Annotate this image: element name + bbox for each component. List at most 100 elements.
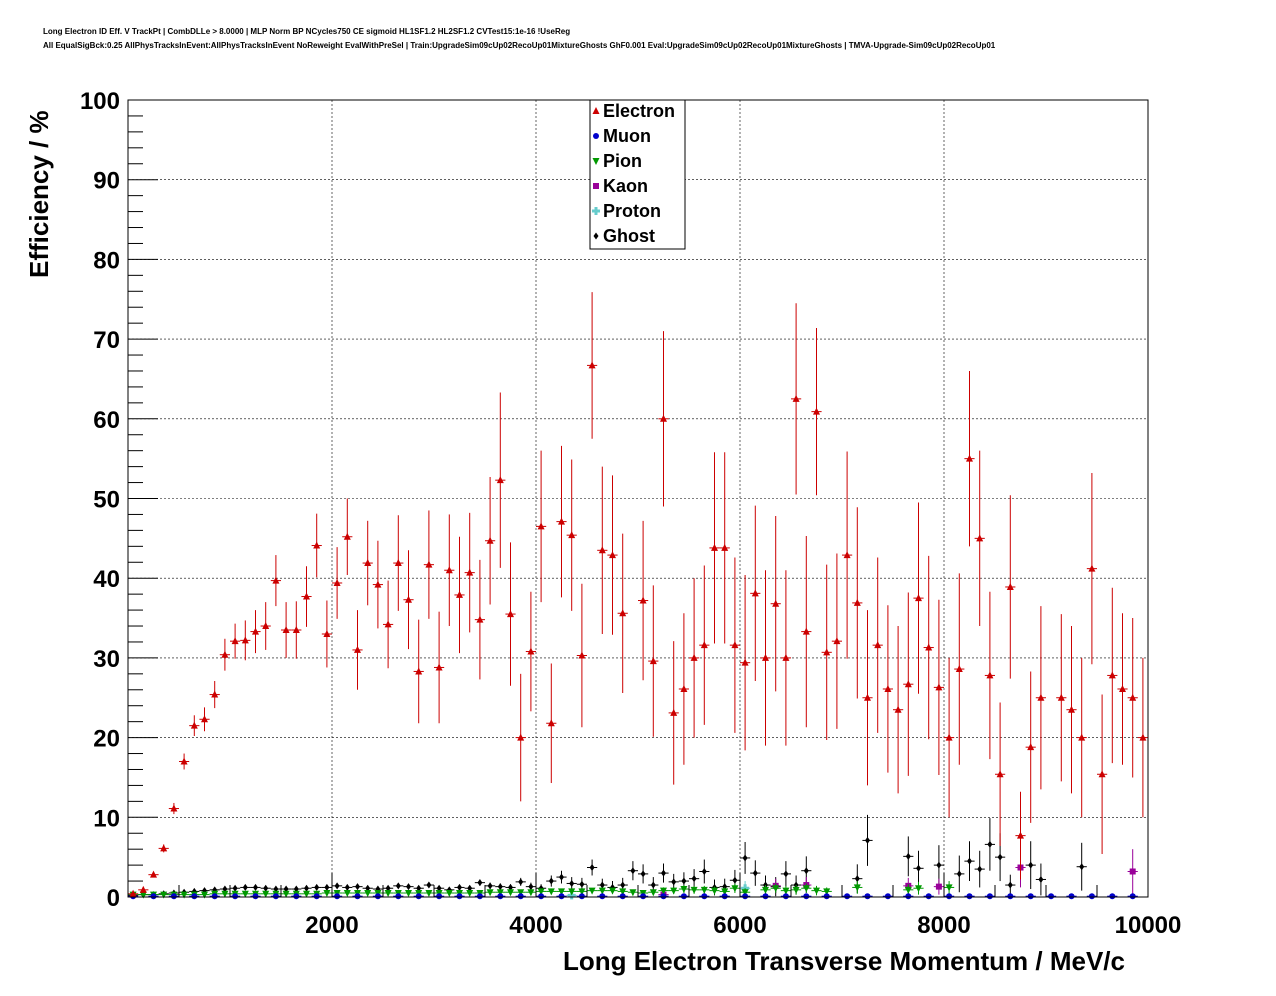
ghost-point: [283, 885, 289, 893]
electron-point: [282, 626, 290, 634]
ghost-point: [569, 879, 575, 887]
ghost-point: [701, 867, 707, 875]
muon-point: [803, 893, 810, 900]
muon-point: [578, 893, 585, 900]
muon-point: [823, 893, 830, 900]
electron-point: [527, 647, 535, 655]
electron-point: [1078, 733, 1086, 741]
electron-point: [1037, 693, 1045, 701]
kaon-point: [935, 883, 942, 890]
electron-point: [262, 622, 270, 630]
legend: Electron Muon Pion Kaon Proton Ghost: [589, 99, 686, 250]
electron-point: [190, 721, 198, 729]
muon-point: [619, 893, 626, 900]
electron-point: [415, 667, 423, 675]
pion-point: [904, 886, 912, 894]
ghost-point: [803, 867, 809, 875]
ghost-point: [263, 884, 269, 892]
pion-point: [221, 890, 229, 898]
ghost-point: [242, 883, 248, 891]
legend-marker-ghost: [593, 232, 599, 240]
pion-point: [323, 890, 331, 898]
ghost-point: [314, 883, 320, 891]
pion-point: [537, 888, 545, 896]
pion-point: [425, 890, 433, 898]
electron-point: [802, 627, 810, 635]
electron-point: [1027, 743, 1035, 751]
ghost-point: [395, 882, 401, 890]
electron-point: [211, 690, 219, 698]
electron-point: [762, 653, 769, 661]
electron-point: [853, 598, 861, 606]
muon-point: [640, 893, 647, 900]
ghost-point: [752, 869, 758, 877]
legend-marker-muon: [593, 133, 599, 139]
pion-point: [711, 887, 718, 895]
electron-point: [221, 650, 229, 658]
ghost-point: [222, 885, 228, 893]
data-points: [128, 292, 1148, 900]
legend-marker-proton: [592, 207, 600, 215]
ghost-point: [854, 875, 860, 883]
ghost-point: [324, 883, 330, 891]
electron-point: [996, 770, 1004, 778]
pion-point: [762, 886, 769, 894]
ghost-point: [640, 870, 646, 878]
ghost-point: [355, 883, 360, 891]
electron-point: [925, 643, 933, 651]
ghost-point: [457, 883, 462, 891]
ghost-point: [548, 877, 554, 885]
ghost-point: [406, 883, 411, 891]
pion-point: [517, 889, 525, 897]
pion-point: [619, 888, 627, 896]
muon-point: [1129, 893, 1136, 900]
legend-label-muon: Muon: [603, 126, 651, 146]
electron-point: [955, 665, 963, 673]
electron-point: [1068, 705, 1075, 713]
pion-point: [741, 889, 749, 897]
pion-point: [486, 889, 494, 897]
electron-point: [384, 620, 392, 628]
y-axis-label: Efficiency / %: [24, 110, 54, 278]
legend-marker-pion: [592, 158, 600, 165]
muon-point: [476, 893, 483, 900]
ghost-point: [508, 883, 513, 891]
pion-point: [731, 885, 739, 893]
pion-point: [813, 887, 820, 895]
electron-point: [1098, 770, 1106, 778]
ghost-point: [691, 875, 697, 883]
ghost-point: [385, 884, 391, 892]
electron-point: [619, 609, 627, 617]
electron-point: [639, 596, 647, 604]
pion-point: [945, 884, 953, 892]
electron-point: [721, 543, 729, 551]
muon-point: [701, 893, 708, 900]
ghost-point: [344, 883, 350, 891]
ghost-point: [650, 881, 656, 889]
ghost-point: [232, 884, 238, 892]
electron-point: [894, 705, 902, 713]
electron-point: [558, 517, 565, 525]
electron-point: [782, 653, 790, 661]
electron-point: [456, 590, 463, 598]
y-tick-label: 20: [93, 726, 120, 753]
electron-point: [394, 559, 402, 567]
electron-point: [751, 589, 759, 597]
electron-point: [690, 653, 698, 661]
muon-point: [374, 893, 381, 900]
electron-point: [711, 543, 718, 551]
muon-point: [293, 893, 300, 900]
muon-point: [456, 893, 463, 900]
muon-point: [1068, 893, 1075, 900]
ghost-point: [987, 840, 993, 848]
ghost-point: [661, 869, 666, 877]
electron-point: [1119, 684, 1126, 692]
ghost-point: [589, 864, 595, 872]
ghost-point: [487, 882, 493, 890]
x-tick-label: 6000: [713, 912, 766, 939]
electron-point: [231, 637, 239, 645]
electron-point: [813, 407, 820, 415]
pion-point: [792, 886, 800, 894]
ghost-point: [722, 883, 728, 891]
series-pion: [128, 881, 955, 899]
